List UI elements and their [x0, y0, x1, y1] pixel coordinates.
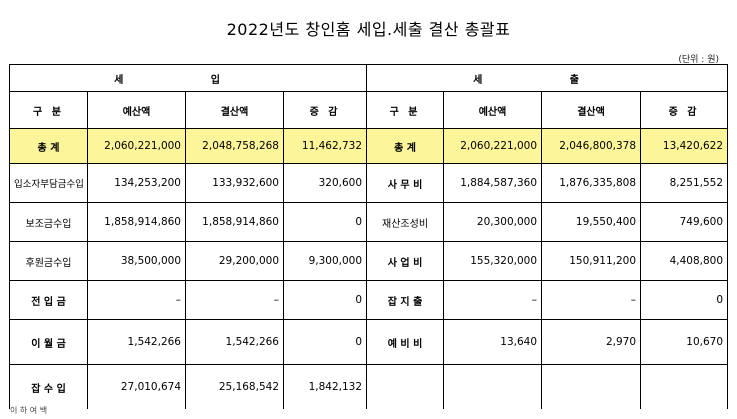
expense-settlement-cell: 150,911,200 — [541, 241, 642, 281]
expense-budget-cell: 13,640 — [443, 319, 543, 365]
revenue-row-label: 보조금수입 — [9, 202, 88, 242]
revenue-change-cell: 320,600 — [282, 163, 368, 203]
expense-settlement-cell: 2,046,800,378 — [541, 128, 642, 164]
expense-budget-cell — [443, 364, 543, 409]
expense-row-label: 사 무 비 — [366, 163, 445, 203]
revenue-settlement-cell: 25,168,542 — [185, 364, 284, 409]
table-row: 전 입 금 – – 0 잡 지 출 – – 0 — [9, 280, 729, 320]
revenue-change-cell: 0 — [282, 319, 368, 365]
revenue-row-label: 총 계 — [9, 128, 88, 164]
revenue-settlement-cell: 133,932,600 — [185, 163, 284, 203]
revenue-budget-cell: 134,253,200 — [87, 163, 186, 203]
expense-change-cell: 13,420,622 — [640, 128, 729, 164]
revenue-row-label: 이 월 금 — [9, 319, 88, 365]
revenue-settlement-cell: 1,542,266 — [185, 319, 284, 365]
revenue-settlement-cell: – — [185, 280, 284, 320]
revenue-row-label: 전 입 금 — [9, 280, 88, 320]
unit-note: (단위 : 원) — [678, 55, 719, 65]
page-title: 2022년도 창인홈 세입.세출 결산 총괄표 — [226, 20, 511, 39]
revenue-settlement-cell: 1,858,914,860 — [185, 202, 284, 242]
revenue-budget-header: 예산액 — [87, 91, 186, 129]
expense-budget-cell: – — [443, 280, 543, 320]
revenue-budget-cell: 2,060,221,000 — [87, 128, 186, 164]
revenue-group-header: 세 입 — [8, 64, 368, 92]
expense-change-cell: 10,670 — [640, 319, 729, 365]
expense-settlement-cell: 19,550,400 — [541, 202, 642, 242]
revenue-change-cell: 0 — [282, 280, 368, 320]
expense-change-cell: 0 — [640, 280, 729, 320]
revenue-category-header: 구 분 — [9, 91, 88, 129]
expense-budget-cell: 1,884,587,360 — [443, 163, 543, 203]
table-row: 후원금수입 38,500,000 29,200,000 9,300,000 사 … — [9, 241, 729, 281]
expense-change-cell — [640, 364, 729, 409]
revenue-change-cell: 0 — [282, 202, 368, 242]
table-row: 이 월 금 1,542,266 1,542,266 0 예 비 비 13,640… — [9, 319, 729, 365]
revenue-settlement-header: 결산액 — [185, 91, 284, 129]
expense-row-label — [366, 364, 445, 409]
expense-row-label: 사 업 비 — [366, 241, 445, 281]
expense-change-cell: 4,408,800 — [640, 241, 729, 281]
revenue-change-cell: 9,300,000 — [282, 241, 368, 281]
revenue-settlement-cell: 2,048,758,268 — [185, 128, 284, 164]
table-row-total: 총 계 2,060,221,000 2,048,758,268 11,462,7… — [9, 128, 729, 164]
expense-settlement-cell: 1,876,335,808 — [541, 163, 642, 203]
expense-settlement-cell: 2,970 — [541, 319, 642, 365]
expense-change-header: 증 감 — [640, 91, 729, 129]
expense-change-cell: 749,600 — [640, 202, 729, 242]
revenue-budget-cell: 1,542,266 — [87, 319, 186, 365]
revenue-change-cell: 1,842,132 — [282, 364, 368, 409]
table-row: 보조금수입 1,858,914,860 1,858,914,860 0 재산조성… — [9, 202, 729, 242]
expense-settlement-header: 결산액 — [541, 91, 642, 129]
revenue-budget-cell: 27,010,674 — [87, 364, 186, 409]
expense-row-label: 총 계 — [366, 128, 445, 164]
revenue-settlement-cell: 29,200,000 — [185, 241, 284, 281]
expense-group-header: 세 출 — [366, 64, 729, 92]
expense-change-cell: 8,251,552 — [640, 163, 729, 203]
expense-row-label: 재산조성비 — [366, 202, 445, 242]
table-row: 입소자부담금수입 134,253,200 133,932,600 320,600… — [9, 163, 729, 203]
settlement-summary-table: 세 입 세 출 구 분 예산액 결산액 증 감 구 분 예산액 결산액 증 감 … — [8, 64, 729, 409]
revenue-row-label: 잡 수 입 — [9, 364, 88, 409]
group-header-row: 세 입 세 출 — [8, 64, 729, 92]
column-header-row: 구 분 예산액 결산액 증 감 구 분 예산액 결산액 증 감 — [9, 91, 729, 129]
revenue-row-label: 후원금수입 — [9, 241, 88, 281]
expense-budget-cell: 2,060,221,000 — [443, 128, 543, 164]
revenue-budget-cell: 38,500,000 — [87, 241, 186, 281]
footer-note: 이 하 여 백 — [10, 406, 48, 415]
expense-settlement-cell — [541, 364, 642, 409]
expense-category-header: 구 분 — [366, 91, 445, 129]
expense-row-label: 예 비 비 — [366, 319, 445, 365]
revenue-change-cell: 11,462,732 — [282, 128, 368, 164]
expense-budget-header: 예산액 — [443, 91, 543, 129]
table-row: 잡 수 입 27,010,674 25,168,542 1,842,132 — [9, 364, 729, 409]
expense-row-label: 잡 지 출 — [366, 280, 445, 320]
revenue-budget-cell: – — [87, 280, 186, 320]
revenue-row-label: 입소자부담금수입 — [9, 163, 88, 203]
expense-settlement-cell: – — [541, 280, 642, 320]
expense-budget-cell: 20,300,000 — [443, 202, 543, 242]
revenue-budget-cell: 1,858,914,860 — [87, 202, 186, 242]
expense-budget-cell: 155,320,000 — [443, 241, 543, 281]
revenue-change-header: 증 감 — [282, 91, 368, 129]
